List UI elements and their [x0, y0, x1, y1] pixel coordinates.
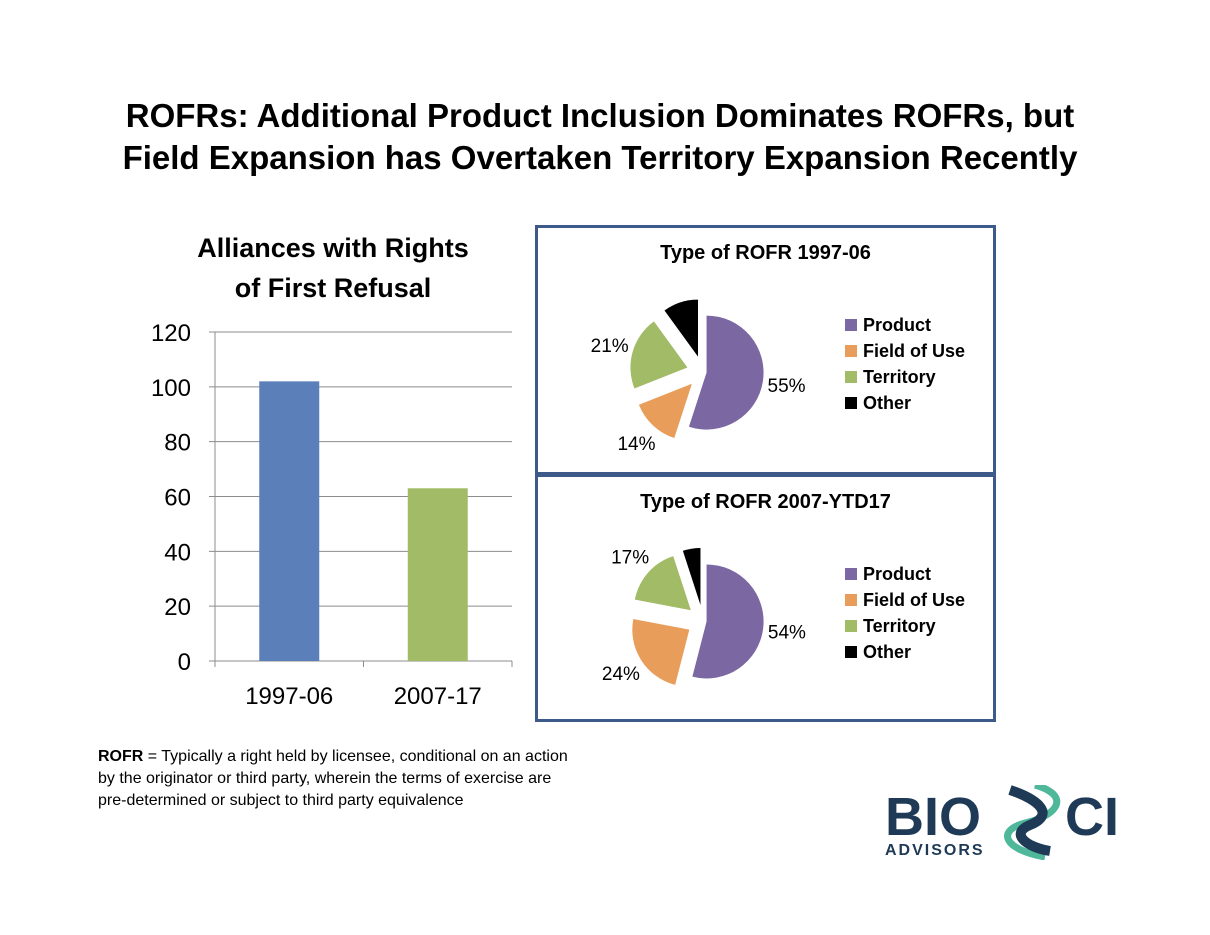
- legend-label: Field of Use: [863, 590, 966, 610]
- x-tick-label: 2007-17: [394, 683, 482, 710]
- pie-data-label: 17%: [611, 548, 649, 569]
- pie-slice-field-of-use: [638, 383, 692, 439]
- legend-label: Product: [863, 564, 932, 584]
- slide-title-line2: Field Expansion has Overtaken Territory …: [122, 139, 1078, 176]
- legend-label: Field of Use: [863, 341, 966, 361]
- legend-swatch: [845, 620, 857, 632]
- y-tick-label: 40: [164, 539, 191, 566]
- y-tick-label: 60: [164, 485, 191, 512]
- legend-swatch: [845, 568, 857, 580]
- legend-swatch: [845, 397, 857, 409]
- pie-chart-2: 54% 24% 17%: [602, 547, 806, 685]
- pie-legend-1: Product Field of Use Territory Other: [845, 312, 965, 416]
- rofr-definition-footnote: ROFR = Typically a right held by license…: [98, 746, 568, 812]
- pie-data-label: 54%: [768, 623, 806, 644]
- pie-slice-other: [682, 547, 701, 605]
- footnote-definition: = Typically a right held by licensee, co…: [98, 748, 568, 809]
- pie-slice-territory: [634, 556, 691, 611]
- slide-title: ROFRs: Additional Product Inclusion Domi…: [0, 95, 1200, 179]
- slide-title-line1: ROFRs: Additional Product Inclusion Domi…: [125, 97, 1075, 134]
- bar-chart-title-line2: of First Refusal: [234, 273, 432, 303]
- pie-legend-2: Product Field of Use Territory Other: [845, 561, 965, 665]
- legend-item-other: Other: [845, 639, 965, 665]
- pie-chart-panel-1: Type of ROFR 1997-06 55% 14% 21% Product Fi…: [535, 225, 996, 475]
- legend-item-territory: Territory: [845, 613, 965, 639]
- y-tick-label: 80: [164, 430, 191, 457]
- legend-label: Territory: [863, 367, 936, 387]
- pie-data-label: 24%: [602, 664, 640, 685]
- bar-2007-17: [407, 488, 468, 661]
- pie-chart-title: Type of ROFR 2007-YTD17: [640, 491, 891, 513]
- logo-text-ci: CI: [1065, 787, 1119, 847]
- legend-item-product: Product: [845, 312, 965, 338]
- legend-swatch: [845, 345, 857, 357]
- legend-item-product: Product: [845, 561, 965, 587]
- bar-chart-title-line1: Alliances with Rights: [197, 233, 469, 263]
- pie-data-label: 55%: [768, 376, 806, 397]
- legend-label: Territory: [863, 616, 936, 636]
- pie-slice-territory: [630, 321, 688, 389]
- pie-slice-product: [692, 564, 764, 679]
- legend-item-field-of-use: Field of Use: [845, 587, 965, 613]
- pie-slice-field-of-use: [632, 618, 690, 685]
- y-tick-label: 20: [164, 594, 191, 621]
- y-tick-label: 100: [151, 375, 191, 402]
- bar-1997-06: [259, 381, 320, 661]
- legend-label: Other: [863, 393, 912, 413]
- bar-chart-title: Alliances with Rights of First Refusal: [150, 228, 516, 308]
- legend-label: Product: [863, 315, 932, 335]
- logo-tagline: ADVISORS: [885, 842, 985, 859]
- dna-helix-icon: [1004, 785, 1061, 860]
- pie-chart-title: Type of ROFR 1997-06: [660, 242, 871, 264]
- pie-slice-product: [688, 315, 764, 430]
- legend-item-territory: Territory: [845, 364, 965, 390]
- x-tick-label: 1997-06: [245, 683, 333, 710]
- pie-chart-1: 55% 14% 21%: [591, 299, 806, 455]
- legend-label: Other: [863, 642, 912, 662]
- legend-swatch: [845, 319, 857, 331]
- y-tick-label: 120: [151, 320, 191, 347]
- pie-chart-panel-2: Type of ROFR 2007-YTD17 54% 24% 17% Produc…: [535, 474, 996, 722]
- footnote-term: ROFR: [98, 748, 144, 765]
- legend-item-field-of-use: Field of Use: [845, 338, 965, 364]
- biosci-advisors-logo: BIO CI ADVISORS: [885, 785, 1119, 860]
- pie-slice-other: [664, 299, 698, 357]
- pie-data-label: 21%: [591, 336, 629, 357]
- legend-swatch: [845, 371, 857, 383]
- legend-swatch: [845, 594, 857, 606]
- legend-item-other: Other: [845, 390, 965, 416]
- logo-text-bio: BIO: [885, 787, 981, 847]
- y-tick-label: 0: [178, 649, 191, 676]
- legend-swatch: [845, 646, 857, 658]
- pie-data-label: 14%: [617, 434, 655, 455]
- bar-chart: 0 20 40 60 80 100 120 1997-06 2007-17: [151, 320, 513, 710]
